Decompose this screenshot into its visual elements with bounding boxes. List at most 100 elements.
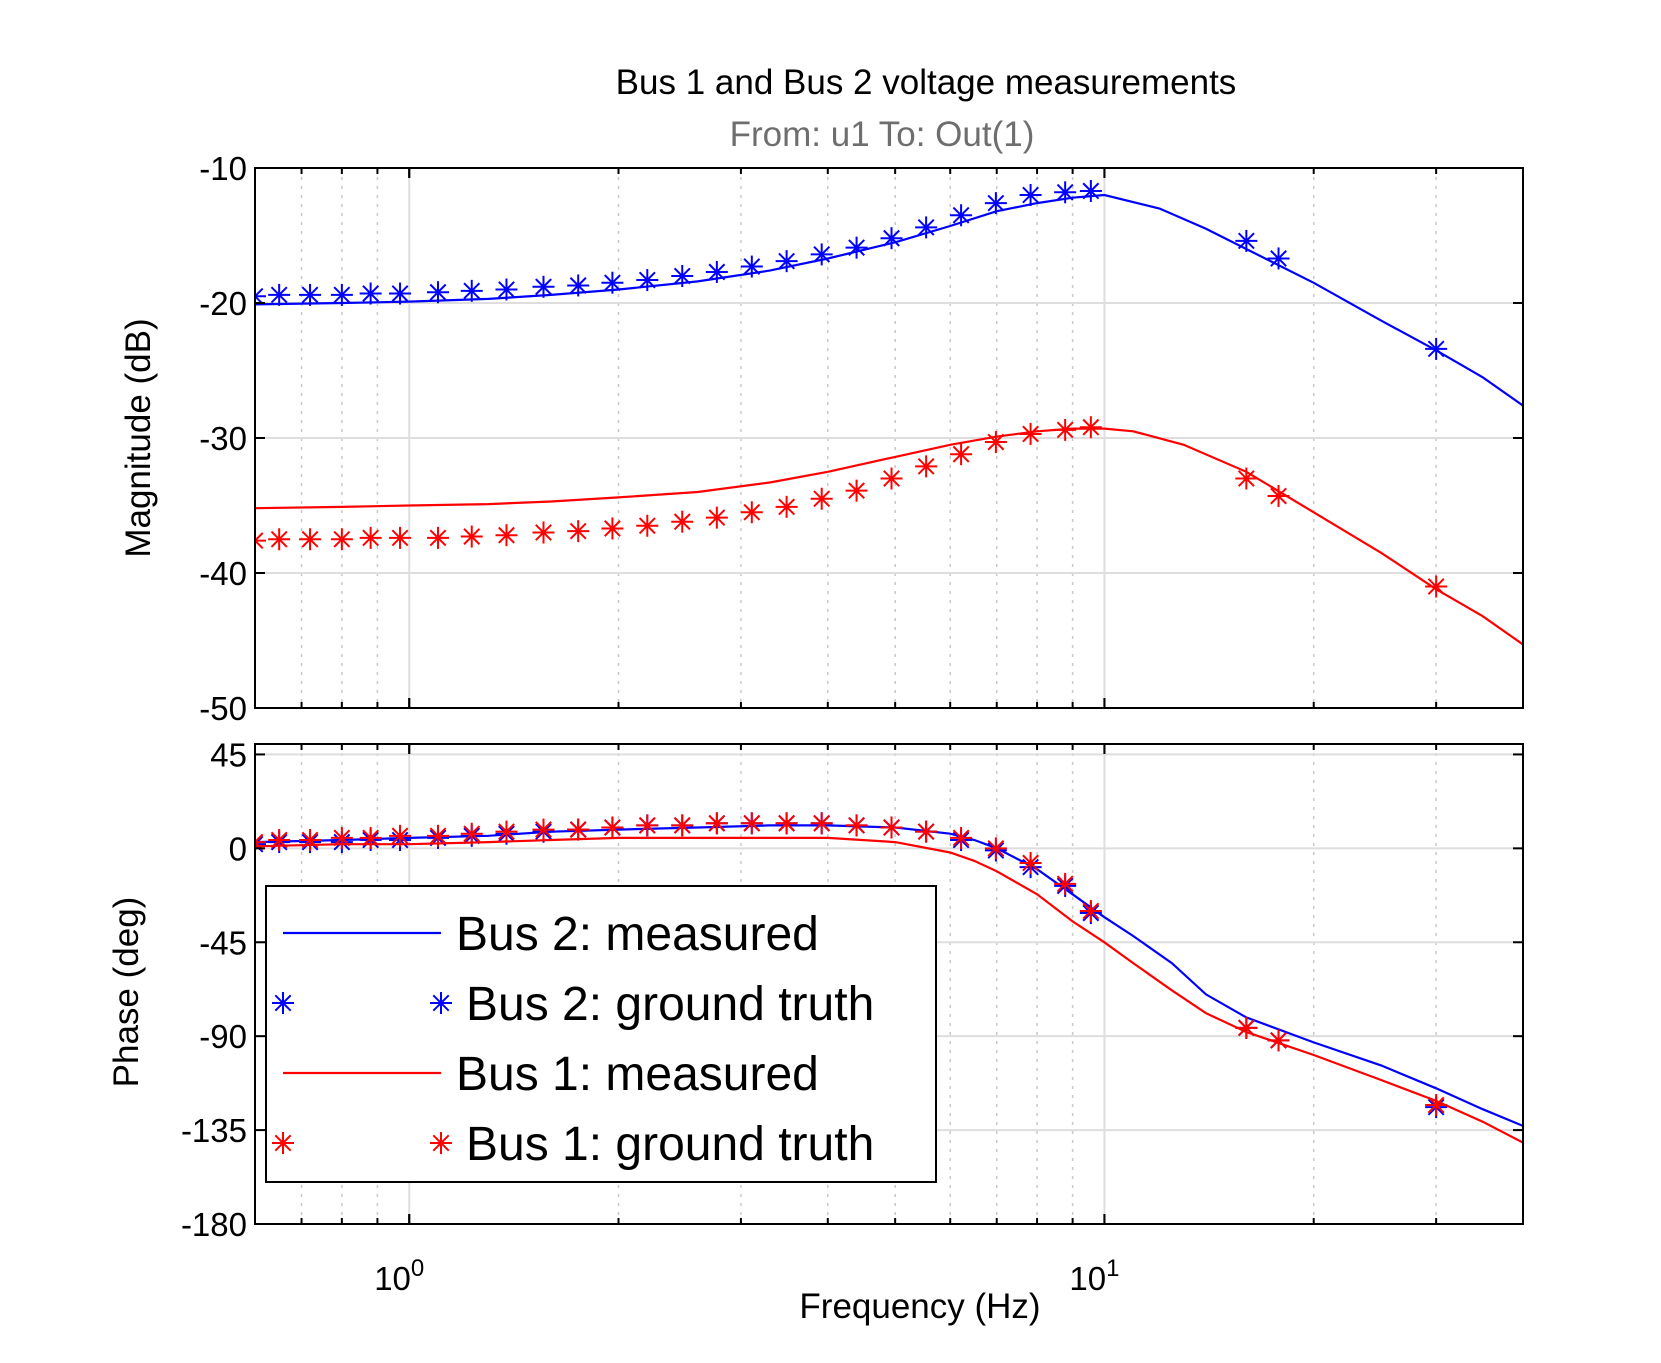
data-point — [845, 236, 868, 259]
data-point — [1235, 229, 1258, 252]
data-point — [495, 524, 518, 547]
data-point — [705, 812, 728, 835]
x-tick-label: 101 — [1069, 1255, 1119, 1297]
data-point — [810, 812, 833, 835]
data-point — [601, 517, 624, 540]
data-point — [636, 514, 659, 537]
data-point — [845, 814, 868, 837]
y-tick-label: -180 — [181, 1206, 247, 1243]
data-point — [950, 826, 973, 849]
data-point — [984, 431, 1007, 454]
data-point — [915, 216, 938, 239]
data-point — [460, 525, 483, 548]
data-point — [389, 526, 412, 549]
data-point — [1079, 179, 1102, 202]
data-point — [389, 824, 412, 847]
data-point — [671, 510, 694, 533]
legend-marker-sample — [430, 1132, 452, 1154]
y-tick-label: -50 — [199, 690, 247, 727]
legend-label: Bus 1: ground truth — [466, 1118, 874, 1171]
data-point — [984, 837, 1007, 860]
data-point — [636, 269, 659, 292]
data-point — [810, 243, 833, 266]
data-point — [740, 812, 763, 835]
y-tick-label: -40 — [199, 555, 247, 592]
data-point — [567, 818, 590, 841]
legend-label: Bus 1: measured — [456, 1048, 819, 1101]
data-point — [1267, 1029, 1290, 1052]
data-point — [567, 274, 590, 297]
y-tick-label: -45 — [199, 924, 247, 961]
data-point — [1235, 467, 1258, 490]
data-point — [950, 443, 973, 466]
data-point — [268, 829, 291, 851]
data-point — [427, 281, 450, 304]
data-point — [1054, 181, 1077, 204]
data-point — [810, 487, 833, 510]
data-point — [460, 822, 483, 845]
y-tick-label: -10 — [199, 150, 247, 187]
data-point — [705, 506, 728, 529]
phase-series — [255, 812, 1523, 1144]
data-point — [1425, 575, 1448, 598]
data-point — [389, 282, 412, 305]
y-tick-label: 45 — [210, 736, 247, 773]
data-point — [775, 250, 798, 273]
y-tick-label: -90 — [199, 1018, 247, 1055]
data-point — [1019, 851, 1042, 874]
data-point — [268, 528, 291, 551]
y-tick-label: -20 — [199, 285, 247, 322]
data-point — [1425, 337, 1448, 360]
magnitude-series — [255, 179, 1523, 646]
data-point — [1019, 422, 1042, 445]
chart-title: Bus 1 and Bus 2 voltage measurements — [616, 63, 1237, 102]
magnitude-panel: -10 -20 -30 -40 -50 Magnitude (dB) — [119, 150, 1524, 727]
data-point — [460, 279, 483, 302]
legend: Bus 2: measured Bus 2: ground truth Bus 1:… — [265, 885, 937, 1183]
data-point — [1079, 899, 1102, 922]
data-point — [427, 824, 450, 847]
data-point — [1267, 247, 1290, 270]
data-point — [740, 501, 763, 524]
y-tick-label: -135 — [181, 1112, 247, 1149]
data-point — [984, 192, 1007, 215]
data-point — [601, 816, 624, 839]
data-point — [601, 271, 624, 294]
data-point — [495, 820, 518, 843]
data-point — [671, 265, 694, 287]
data-point — [330, 283, 353, 306]
data-point — [880, 227, 903, 250]
data-point — [1425, 1094, 1448, 1117]
legend-label: Bus 2: ground truth — [466, 978, 874, 1031]
y-axis-label: Magnitude (dB) — [119, 318, 158, 557]
data-point — [775, 495, 798, 518]
data-point — [705, 260, 728, 283]
data-point — [299, 283, 322, 306]
data-point — [299, 528, 322, 551]
data-point — [1235, 1016, 1258, 1039]
data-point — [880, 816, 903, 839]
axes-box — [254, 743, 1524, 1225]
data-point — [427, 526, 450, 549]
data-point — [950, 204, 973, 227]
legend-marker-sample — [430, 992, 452, 1014]
data-point — [775, 812, 798, 835]
data-point — [1054, 418, 1077, 441]
data-point — [359, 526, 382, 549]
y-tick-label: 0 — [229, 830, 247, 867]
data-point — [268, 283, 291, 306]
legend-label: Bus 2: measured — [456, 908, 819, 961]
data-point — [299, 829, 322, 851]
x-axis-label: Frequency (Hz) — [799, 1287, 1040, 1326]
data-point — [636, 814, 659, 837]
y-axis-label: Phase (deg) — [107, 897, 146, 1088]
data-point — [880, 467, 903, 490]
data-point — [740, 255, 763, 278]
data-point — [359, 826, 382, 849]
data-point — [915, 820, 938, 843]
data-point — [567, 520, 590, 543]
data-point — [359, 282, 382, 305]
data-point — [1079, 416, 1102, 439]
x-tick-label: 100 — [374, 1255, 424, 1297]
